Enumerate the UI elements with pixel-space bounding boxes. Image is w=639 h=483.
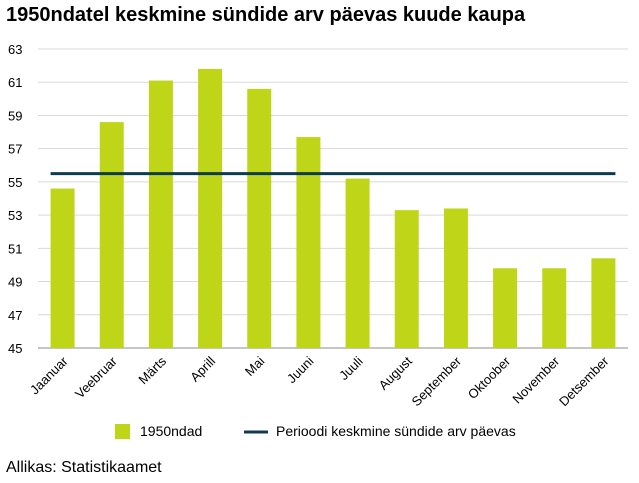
bar-juuli xyxy=(345,178,370,348)
x-axis-tick-labels: Jaanuar Veebruar Märts Aprill Mai Juuni Juuli A… xyxy=(27,353,612,409)
chart-title: 1950ndatel keskmine sündide arv päevas k… xyxy=(6,4,526,26)
legend-label-1950ndad: 1950ndad xyxy=(140,423,202,439)
legend: 1950ndad Perioodi keskmine sündide arv p… xyxy=(115,423,516,439)
x-tick-label: Detsember xyxy=(556,353,612,409)
bar-november xyxy=(542,268,567,348)
bar-märts xyxy=(148,80,173,349)
x-tick-label: August xyxy=(376,353,415,392)
bar-juuni xyxy=(296,137,321,348)
x-tick-label: Mai xyxy=(242,353,267,378)
x-tick-label: Juuli xyxy=(336,353,366,383)
x-tick-label: Märts xyxy=(135,353,169,387)
x-tick-label: Juuni xyxy=(284,353,317,386)
y-tick-label: 59 xyxy=(8,108,22,123)
bar-august xyxy=(394,210,419,348)
bar-aprill xyxy=(198,68,223,348)
y-axis-tick-labels: 45 47 49 51 53 55 57 59 61 63 xyxy=(8,42,22,356)
y-tick-label: 53 xyxy=(8,208,22,223)
y-tick-label: 63 xyxy=(8,42,22,57)
source-note: Allikas: Statistikaamet xyxy=(6,459,162,476)
bar-oktoober xyxy=(493,268,518,348)
y-tick-label: 45 xyxy=(8,341,22,356)
bar-jaanuar xyxy=(50,188,75,348)
bar-veebruar xyxy=(99,122,124,348)
x-tick-label: Aprill xyxy=(187,353,218,384)
bar-detsember xyxy=(591,258,616,348)
y-tick-label: 57 xyxy=(8,142,22,157)
x-tick-label: September xyxy=(408,353,464,409)
y-tick-label: 61 xyxy=(8,75,22,90)
y-tick-label: 55 xyxy=(8,175,22,190)
y-tick-label: 49 xyxy=(8,275,22,290)
bar-september xyxy=(443,208,468,348)
x-tick-label: Oktoober xyxy=(465,353,514,402)
legend-label-reference-line: Perioodi keskmine sündide arv päevas xyxy=(276,423,516,439)
bar-mai xyxy=(247,88,272,348)
y-tick-label: 47 xyxy=(8,308,22,323)
legend-swatch-1950ndad xyxy=(115,424,130,439)
y-tick-label: 51 xyxy=(8,241,22,256)
gridlines xyxy=(38,48,628,349)
x-tick-label: Jaanuar xyxy=(27,353,71,397)
bars xyxy=(50,68,616,349)
x-tick-label: Veebruar xyxy=(72,353,120,401)
